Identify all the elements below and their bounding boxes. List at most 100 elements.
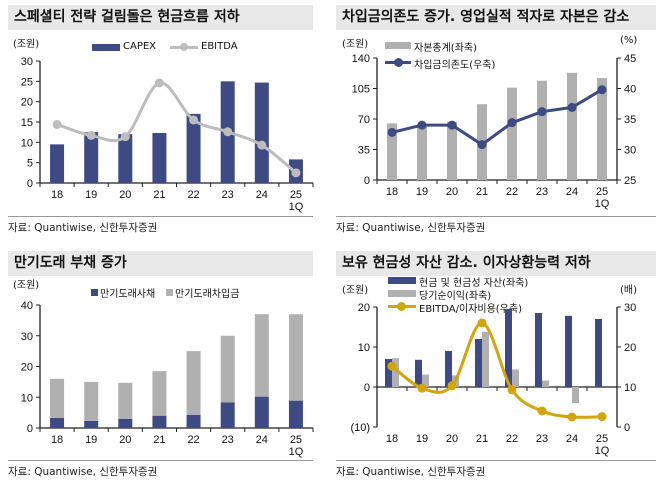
bar <box>392 358 399 387</box>
x-tick-label: 23 <box>536 433 548 445</box>
line-point <box>447 120 457 130</box>
x-tick-label: 18 <box>386 186 398 198</box>
y-tick-label: 30 <box>21 56 33 68</box>
y-tick-label: 40 <box>21 300 33 312</box>
y-tick-label: 30 <box>21 331 33 343</box>
chart2-unit-left: (조원) <box>342 39 369 50</box>
y-tick-label: 15 <box>21 117 33 129</box>
line-point <box>387 361 397 371</box>
line-point <box>154 78 164 88</box>
line-point <box>120 132 130 142</box>
cash-swatch <box>388 277 416 284</box>
chart2-source: 자료: Quantiwise, 신한투자증권 <box>336 222 486 234</box>
stacked-bar-segment <box>254 314 269 397</box>
y-tick-label: 5 <box>27 158 33 170</box>
y-tick-label-right: 40 <box>624 84 636 96</box>
divider <box>336 460 656 461</box>
stacked-bar-segment <box>186 351 201 415</box>
line-point <box>291 168 301 178</box>
divider <box>8 216 313 217</box>
legend-bonds: 만기도래사채 <box>100 289 156 300</box>
x-tick-label: 18 <box>386 433 398 445</box>
bar <box>567 72 577 180</box>
y-tick-label: 140 <box>352 53 370 65</box>
stacked-bar-segment <box>254 396 269 428</box>
stacked-bar-segment <box>152 415 167 428</box>
bar <box>482 331 489 387</box>
legend-equity: 자본총계(좌축) <box>414 43 478 54</box>
legend-net-income: 당기순이익(좌축) <box>419 291 492 302</box>
bar <box>254 82 269 183</box>
line-point <box>537 406 547 416</box>
x-tick-label: 25 <box>290 434 302 446</box>
x-tick-label: 22 <box>187 434 199 446</box>
stacked-bar-segment <box>50 417 65 428</box>
bar <box>50 144 65 183</box>
x-tick-label: 20 <box>119 189 131 201</box>
y-tick-label-right: 35 <box>624 114 636 126</box>
legend-loans: 만기도래차입금 <box>175 289 240 300</box>
line-point <box>447 381 457 391</box>
stacked-bar-segment <box>84 381 99 421</box>
chart1-title: 스페셜티 전략 걸림돌은 현금흐름 저하 <box>8 5 313 30</box>
x-tick-label: 24 <box>256 189 268 201</box>
line-point <box>52 119 62 129</box>
bar <box>415 359 422 387</box>
x-tick-label: 21 <box>476 186 488 198</box>
x-tick-label: 19 <box>416 186 428 198</box>
bar <box>512 369 519 387</box>
x-tick-label: 24 <box>566 186 578 198</box>
x-tick-label: 18 <box>51 434 63 446</box>
line-point <box>567 412 577 422</box>
y-tick-label: 10 <box>358 342 370 354</box>
capex-swatch <box>92 44 120 51</box>
line-point <box>567 102 577 112</box>
bar <box>597 78 607 180</box>
y-tick-label: (10) <box>350 422 370 434</box>
x-tick-label: 23 <box>536 186 548 198</box>
x-tick-label: 20 <box>119 434 131 446</box>
line-point <box>387 127 397 137</box>
y-tick-label-right: 10 <box>624 382 636 394</box>
line-point <box>223 127 233 137</box>
y-tick-label-right: 0 <box>624 422 630 434</box>
x-tick-label: 1Q <box>289 201 304 213</box>
y-tick-label-right: 20 <box>624 342 636 354</box>
x-tick-label: 18 <box>51 189 63 201</box>
line-point <box>507 118 517 128</box>
y-tick-label: 0 <box>27 178 33 190</box>
bar <box>152 132 167 183</box>
stacked-bar-segment <box>118 418 133 428</box>
x-tick-label: 1Q <box>289 446 304 458</box>
line-point <box>417 120 427 130</box>
bar <box>84 132 99 183</box>
x-tick-label: 20 <box>446 186 458 198</box>
y-tick-label-right: 45 <box>624 53 636 65</box>
y-tick-label: 10 <box>21 137 33 149</box>
bar <box>417 124 427 180</box>
line-point <box>507 385 517 395</box>
x-tick-label: 22 <box>506 433 518 445</box>
bar <box>422 374 429 387</box>
y-tick-label: 0 <box>364 382 370 394</box>
stacked-bar-segment <box>220 335 235 403</box>
bar <box>537 80 547 180</box>
x-tick-label: 20 <box>446 433 458 445</box>
chart4-unit-right: (배) <box>620 285 638 296</box>
ebitda-marker-icon <box>180 43 188 51</box>
bar <box>507 87 517 180</box>
bond-swatch <box>91 289 98 296</box>
stacked-bar-segment <box>152 371 167 416</box>
debt-ratio-marker-icon <box>394 58 403 67</box>
line-point <box>257 140 267 150</box>
y-tick-label-right: 25 <box>624 175 636 187</box>
y-tick-label: 70 <box>358 114 370 126</box>
x-tick-label: 23 <box>222 434 234 446</box>
x-tick-label: 21 <box>476 433 488 445</box>
y-tick-label: 25 <box>21 76 33 88</box>
stacked-bar-segment <box>288 314 303 401</box>
legend-coverage: EBITDA/이자비용(우축) <box>419 304 522 315</box>
